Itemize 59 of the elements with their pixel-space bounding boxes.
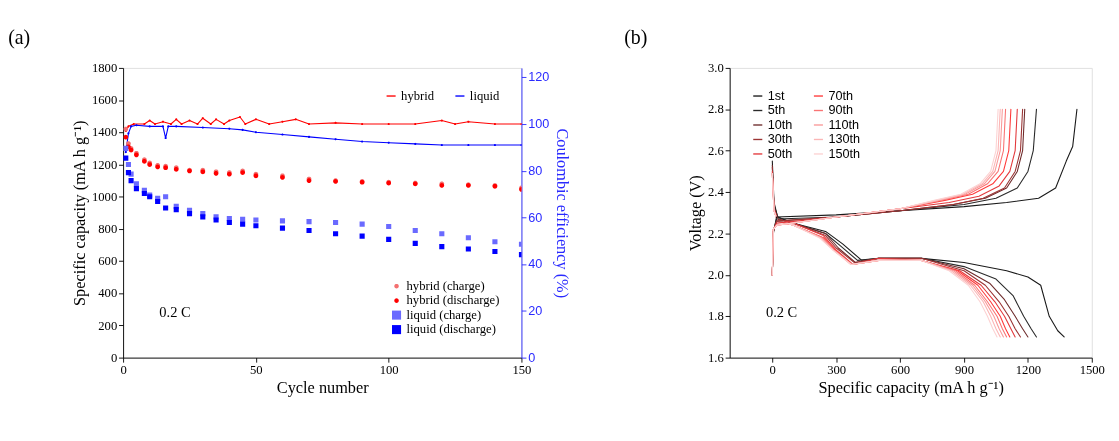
x-tick-label: 0 <box>769 363 776 378</box>
y-tick-label: 2.4 <box>707 185 725 200</box>
y2-tick-label: 120 <box>528 70 550 85</box>
y-tick-label: 1400 <box>91 125 118 140</box>
legend-label: hybrid (discharge) <box>406 293 500 308</box>
x-tick-label: 50 <box>250 363 263 378</box>
legend-label: 90th <box>828 103 854 118</box>
x-tick-label: 600 <box>891 363 911 378</box>
legend-label: hybrid (charge) <box>406 278 485 293</box>
x-tick-label: 100 <box>379 363 399 378</box>
y-axis-title: Specific capacity (mA h g⁻¹) <box>69 120 89 306</box>
annotation: 0.2 C <box>159 303 191 320</box>
legend-label: 110th <box>828 117 860 132</box>
y-axis-title: Voltage (V) <box>685 175 705 252</box>
legend-label: 30th <box>767 132 793 147</box>
y-tick-label: 2.2 <box>707 226 724 241</box>
legend-label: liquid <box>469 88 501 103</box>
legend-label: liquid (charge) <box>406 307 482 322</box>
y2-tick-label: 80 <box>528 163 543 178</box>
y-tick-label: 800 <box>98 221 118 236</box>
legend-label: 70th <box>828 88 854 103</box>
y2-tick-label: 40 <box>528 257 543 272</box>
legend-label: hybrid <box>401 88 435 103</box>
chart-title: (b) <box>624 26 648 50</box>
y2-axis-title: Coulombic efficiency (%) <box>552 128 572 299</box>
legend-label: 130th <box>828 132 861 147</box>
chart-title: (a) <box>8 26 31 50</box>
x-axis-title: Cycle number <box>276 378 370 398</box>
y2-tick-label: 60 <box>528 210 543 225</box>
x-tick-label: 1200 <box>1015 363 1042 378</box>
y2-tick-label: 100 <box>528 117 550 132</box>
y2-tick-label: 20 <box>528 304 543 319</box>
x-tick-label: 300 <box>827 363 847 378</box>
y-tick-label: 3.0 <box>707 61 724 76</box>
legend-label: 50th <box>767 146 793 161</box>
legend-label: 5th <box>767 103 786 118</box>
legend-label: 10th <box>767 117 793 132</box>
x-tick-label: 900 <box>954 363 974 378</box>
y-tick-label: 1200 <box>91 157 118 172</box>
y-tick-label: 200 <box>98 318 118 333</box>
annotation: 0.2 C <box>765 303 798 320</box>
legend-label: liquid (discharge) <box>406 322 496 337</box>
x-tick-label: 150 <box>512 363 532 378</box>
y-tick-label: 1800 <box>91 61 118 76</box>
x-axis-title: Specific capacity (mA h g⁻¹) <box>818 378 1004 398</box>
y-tick-label: 1.6 <box>707 350 724 365</box>
y-tick-label: 2.6 <box>707 143 724 158</box>
y-tick-label: 1600 <box>91 93 118 108</box>
y-tick-label: 600 <box>98 254 118 269</box>
legend-label: 1st <box>767 88 786 103</box>
y2-tick-label: 0 <box>528 350 536 365</box>
y-tick-label: 0 <box>110 350 118 365</box>
y-tick-label: 400 <box>98 286 118 301</box>
legend-label: 150th <box>828 146 861 161</box>
y-tick-label: 2.8 <box>707 102 724 117</box>
y-tick-label: 2.0 <box>707 267 724 282</box>
y-tick-label: 1.8 <box>707 309 724 324</box>
x-tick-label: 1500 <box>1079 363 1105 378</box>
y-tick-label: 1000 <box>91 189 118 204</box>
